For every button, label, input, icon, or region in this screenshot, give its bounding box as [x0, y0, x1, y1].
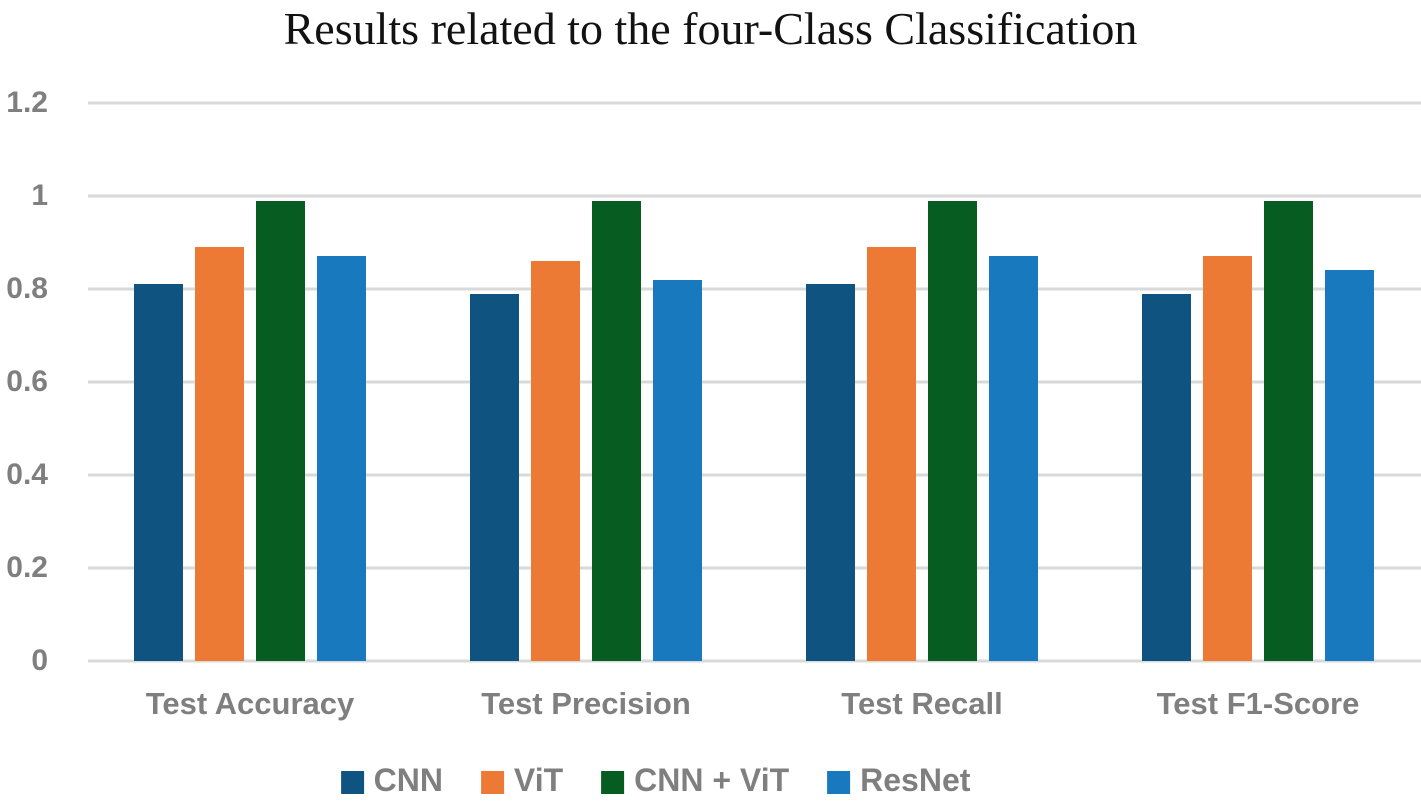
legend-label-cnn-vit: CNN + ViT — [634, 762, 790, 798]
x-category-label-test-recall: Test Recall — [841, 686, 1003, 721]
bar-cnn-test-accuracy — [134, 284, 183, 661]
y-tick-label-0-6: 0.6 — [6, 365, 48, 398]
legend-label-resnet: ResNet — [860, 762, 971, 798]
legend-item-cnn-vit: CNN + ViT — [601, 762, 789, 799]
legend-item-vit: ViT — [480, 762, 564, 799]
legend-item-cnn: CNN — [340, 762, 443, 799]
bar-group-test-f1-score — [1142, 103, 1374, 661]
bar-cnn-vit-test-f1-score — [1264, 200, 1313, 661]
x-category-label-test-f1-score: Test F1-Score — [1156, 686, 1360, 721]
bar-group-test-precision — [470, 103, 702, 661]
gridline-0-6 — [88, 380, 1421, 384]
bar-vit-test-f1-score — [1203, 256, 1252, 661]
bar-cnn-test-precision — [470, 293, 519, 661]
bar-resnet-test-f1-score — [1325, 270, 1374, 661]
y-tick-label-0: 0 — [31, 644, 48, 677]
gridline-1 — [88, 194, 1421, 198]
x-category-label-test-accuracy: Test Accuracy — [145, 686, 355, 721]
y-tick-label-0-4: 0.4 — [6, 458, 48, 491]
legend-label-vit: ViT — [513, 762, 564, 798]
y-tick-label-1-2: 1.2 — [6, 86, 48, 119]
gridline-0 — [88, 659, 1421, 663]
legend-swatch-cnn-vit — [601, 771, 625, 794]
bar-group-test-recall — [806, 103, 1038, 661]
bar-vit-test-accuracy — [195, 247, 244, 661]
gridline-1-2 — [88, 101, 1421, 105]
gridline-0-2 — [88, 566, 1421, 570]
bar-cnn-vit-test-recall — [928, 200, 977, 661]
bar-resnet-test-precision — [653, 279, 702, 661]
bar-vit-test-precision — [531, 261, 580, 661]
plot-area — [88, 101, 1421, 663]
bar-resnet-test-recall — [989, 256, 1038, 661]
x-axis-labels: Test Accuracy Test Precision Test Recall Te… — [88, 686, 1421, 728]
bar-cnn-vit-test-accuracy — [256, 200, 305, 661]
x-category-label-test-precision: Test Precision — [481, 686, 691, 721]
y-tick-label-0-2: 0.2 — [6, 551, 48, 584]
chart-title: Results related to the four-Class Classi… — [283, 3, 1138, 54]
legend-swatch-resnet — [827, 771, 851, 794]
legend-label-cnn: CNN — [373, 762, 443, 798]
legend-swatch-cnn — [340, 771, 364, 794]
y-tick-label-1: 1 — [31, 179, 48, 212]
bar-group-test-accuracy — [134, 103, 366, 661]
bar-resnet-test-accuracy — [317, 256, 366, 661]
gridline-0-8 — [88, 287, 1421, 291]
legend-item-resnet: ResNet — [827, 762, 970, 799]
gridline-0-4 — [88, 473, 1421, 477]
bar-cnn-test-recall — [806, 284, 855, 661]
legend: CNN ViT CNN + ViT ResNet — [340, 762, 970, 799]
bar-cnn-test-f1-score — [1142, 293, 1191, 661]
legend-swatch-vit — [480, 771, 504, 794]
bar-cnn-vit-test-precision — [592, 200, 641, 661]
bar-vit-test-recall — [867, 247, 916, 661]
y-tick-label-0-8: 0.8 — [6, 272, 48, 305]
y-axis-labels: 0 0.2 0.4 0.6 0.8 1 1.2 — [0, 88, 48, 676]
